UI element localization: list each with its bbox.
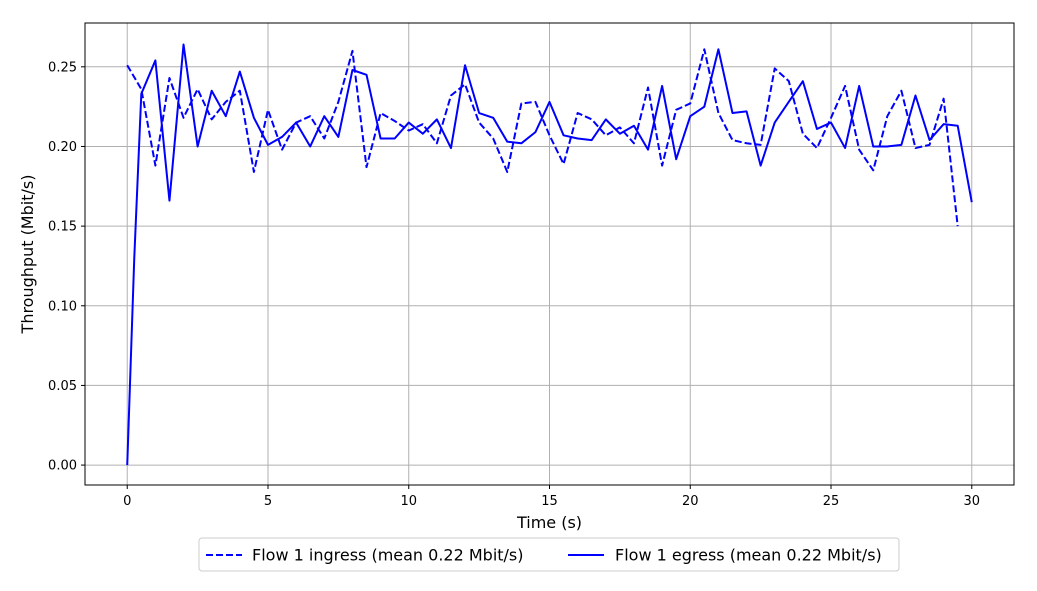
x-tick-label: 5 [264,494,272,509]
legend: Flow 1 ingress (mean 0.22 Mbit/s) Flow 1… [198,537,900,572]
series-line-ingress [126,48,959,227]
x-axis-label: Time (s) [516,513,582,532]
y-tick-label: 0.00 [48,459,77,474]
x-tick-label: 25 [823,494,840,509]
x-tick-label: 30 [963,494,980,509]
y-tick-label: 0.10 [48,299,77,314]
grid-lines [85,23,1014,485]
legend-box [198,537,900,572]
y-tick-label: 0.05 [48,379,77,394]
y-axis-label: Throughput (Mbit/s) [18,175,37,335]
y-tick-label: 0.20 [48,140,77,155]
y-tick-label: 0.15 [48,220,77,235]
x-tick-label: 20 [682,494,699,509]
axis-ticks: 0 5 10 15 20 25 30 0.00 0.05 0.10 0.15 0.20 0.25 [48,60,980,509]
series-lines [126,43,973,466]
y-tick-label: 0.25 [48,60,77,75]
x-tick-label: 15 [541,494,558,509]
series-line-egress [126,43,973,466]
x-tick-label: 10 [400,494,417,509]
legend-label-ingress: Flow 1 ingress (mean 0.22 Mbit/s) [252,546,524,565]
x-tick-label: 0 [123,494,131,509]
legend-label-egress: Flow 1 egress (mean 0.22 Mbit/s) [615,546,882,565]
